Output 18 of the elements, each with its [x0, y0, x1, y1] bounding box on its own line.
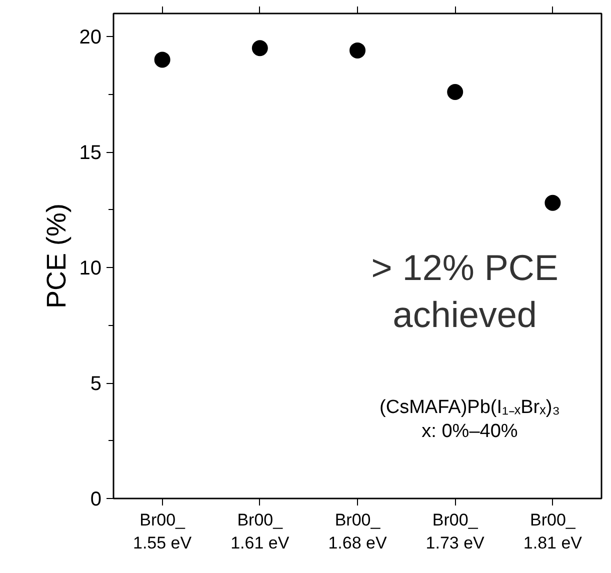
annotation: (CsMAFA)Pb(I₁₋ₓBrₓ)₃ x: 0%–40% [380, 396, 560, 442]
y-tick-label: 0 [90, 488, 102, 510]
annotation: > 12% PCE achieved [371, 246, 558, 335]
point [154, 52, 170, 68]
y-tick-label: 10 [79, 258, 102, 280]
y-tick-label: 5 [90, 373, 102, 396]
x-tick-label: Br00_ 1.73 eV [426, 510, 486, 552]
y-axis-title: PCE (%) [41, 203, 72, 309]
x-tick-label: Br00_ 1.61 eV [230, 510, 290, 552]
point [350, 42, 366, 58]
point [544, 194, 561, 211]
y-tick-label: 20 [79, 26, 102, 49]
point [252, 40, 268, 56]
x-tick-label: Br00_ 1.55 eV [133, 510, 192, 552]
point [447, 84, 464, 100]
y-tick-label: 15 [79, 142, 102, 164]
x-tick-label: Br00_ 1.68 eV [328, 510, 388, 552]
x-tick-label: Br00_ 1.81 eV [523, 510, 583, 552]
